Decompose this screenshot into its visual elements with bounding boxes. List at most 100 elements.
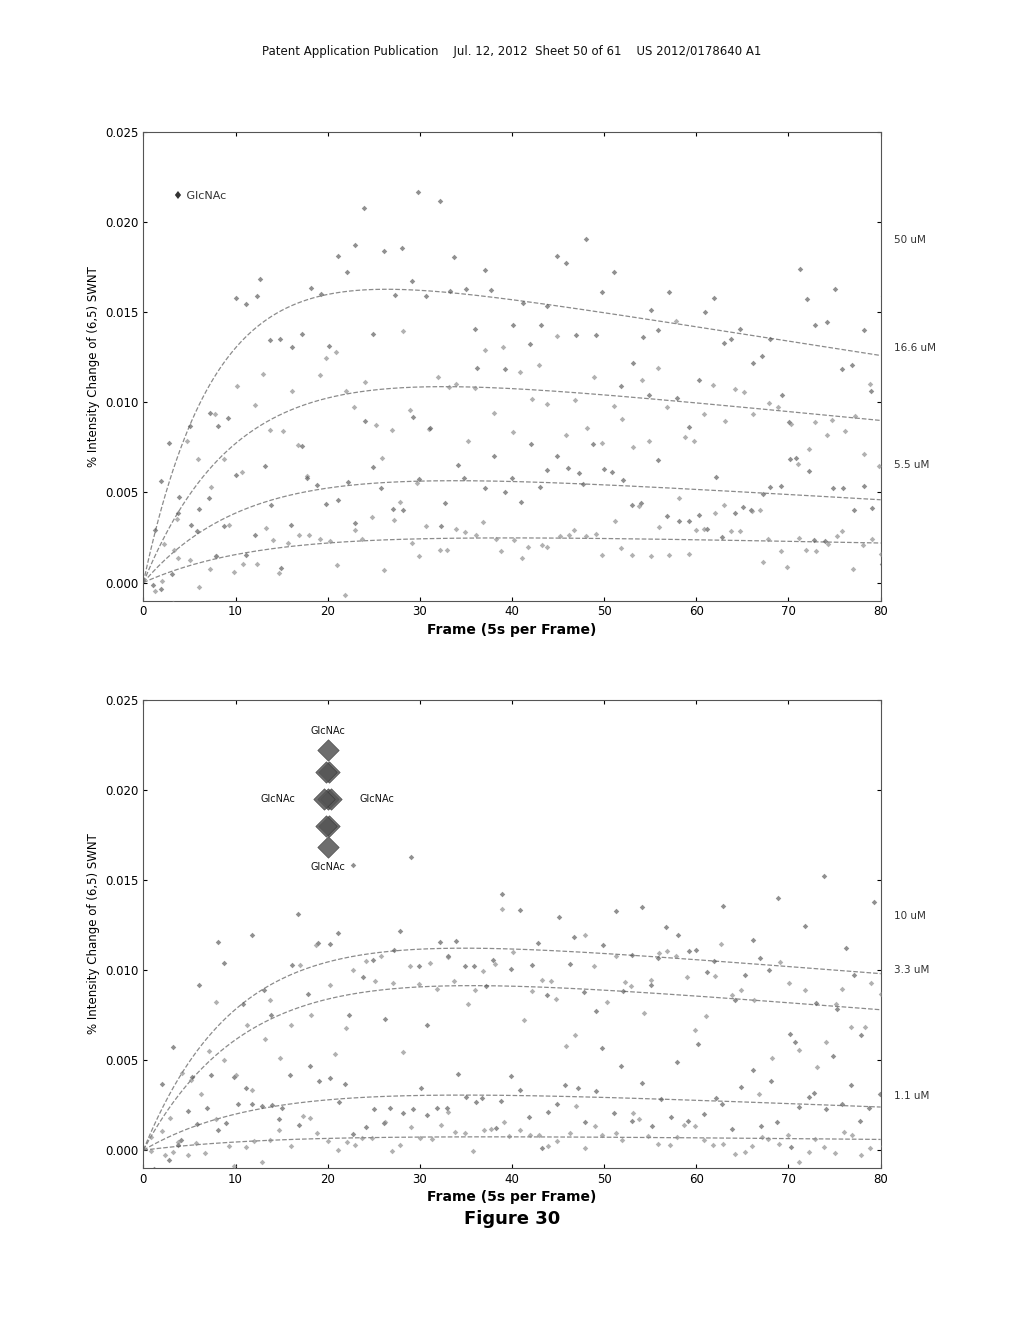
- Point: [688, 940, 705, 961]
- Point: [284, 513, 300, 535]
- Point: [598, 991, 614, 1012]
- Point: [302, 1055, 318, 1076]
- Point: [864, 496, 881, 517]
- Point: [817, 1098, 834, 1119]
- Point: [504, 467, 520, 488]
- Point: [255, 363, 271, 384]
- Point: [668, 310, 684, 331]
- Point: [530, 354, 547, 375]
- Point: [561, 1122, 578, 1143]
- Point: [215, 1049, 231, 1071]
- Point: [669, 1052, 685, 1073]
- Point: [290, 434, 306, 455]
- Point: [321, 762, 337, 783]
- Point: [413, 1077, 429, 1098]
- Point: [727, 1143, 743, 1164]
- Point: [607, 900, 624, 921]
- Point: [874, 286, 891, 308]
- Point: [806, 529, 822, 550]
- Point: [662, 1135, 678, 1156]
- Point: [457, 1123, 473, 1144]
- Point: [715, 895, 731, 916]
- Point: [311, 529, 328, 550]
- Point: [247, 524, 263, 545]
- Point: [614, 470, 631, 491]
- Point: [190, 577, 207, 598]
- Point: [862, 1138, 879, 1159]
- Point: [494, 1090, 510, 1111]
- Point: [178, 430, 195, 451]
- Point: [558, 1035, 574, 1056]
- Point: [189, 449, 206, 470]
- Point: [368, 414, 384, 436]
- Point: [825, 1045, 842, 1067]
- Point: [826, 279, 843, 300]
- Point: [549, 445, 565, 466]
- Point: [578, 1111, 594, 1133]
- Point: [856, 319, 872, 341]
- Point: [623, 975, 639, 997]
- Point: [376, 560, 392, 581]
- Point: [377, 1111, 393, 1133]
- Point: [339, 261, 355, 282]
- Point: [254, 1152, 270, 1173]
- Text: GlcNAc: GlcNAc: [360, 793, 395, 804]
- Point: [303, 1005, 319, 1026]
- Point: [657, 916, 674, 937]
- Point: [846, 499, 862, 520]
- Point: [558, 424, 574, 445]
- Point: [256, 979, 272, 1001]
- Point: [773, 540, 790, 561]
- Point: [208, 546, 224, 568]
- Point: [457, 521, 473, 543]
- Point: [799, 289, 815, 310]
- Point: [552, 525, 568, 546]
- Point: [742, 499, 759, 520]
- Point: [534, 1138, 550, 1159]
- Point: [354, 528, 371, 549]
- Point: [238, 545, 254, 566]
- Point: [745, 990, 762, 1011]
- Point: [318, 347, 335, 368]
- Point: [834, 1093, 850, 1114]
- Point: [322, 974, 338, 995]
- Point: [770, 888, 786, 909]
- Point: [262, 329, 279, 350]
- Point: [386, 510, 402, 531]
- Point: [640, 1125, 656, 1146]
- Point: [614, 409, 631, 430]
- Point: [752, 948, 768, 969]
- Point: [210, 416, 226, 437]
- Point: [660, 281, 677, 302]
- Point: [801, 438, 817, 459]
- Point: [161, 1150, 177, 1171]
- Point: [578, 924, 594, 945]
- Point: [469, 356, 485, 378]
- Point: [844, 354, 860, 375]
- Point: [827, 1142, 844, 1163]
- Point: [439, 1098, 456, 1119]
- Point: [447, 519, 464, 540]
- Point: [529, 932, 546, 953]
- Point: [566, 1024, 583, 1045]
- Point: [190, 974, 207, 995]
- Point: [732, 521, 749, 543]
- Point: [565, 520, 582, 541]
- Point: [791, 1097, 807, 1118]
- Point: [771, 1134, 787, 1155]
- Point: [384, 420, 400, 441]
- Point: [736, 965, 753, 986]
- Point: [736, 381, 753, 403]
- Point: [677, 426, 693, 447]
- Point: [761, 393, 777, 414]
- Point: [356, 411, 373, 432]
- Point: [263, 1005, 280, 1026]
- Point: [606, 510, 623, 531]
- Point: [147, 581, 164, 602]
- Point: [330, 490, 346, 511]
- Point: [605, 261, 622, 282]
- Point: [612, 375, 629, 396]
- Point: [423, 1129, 439, 1150]
- Point: [769, 397, 785, 418]
- Point: [303, 277, 319, 298]
